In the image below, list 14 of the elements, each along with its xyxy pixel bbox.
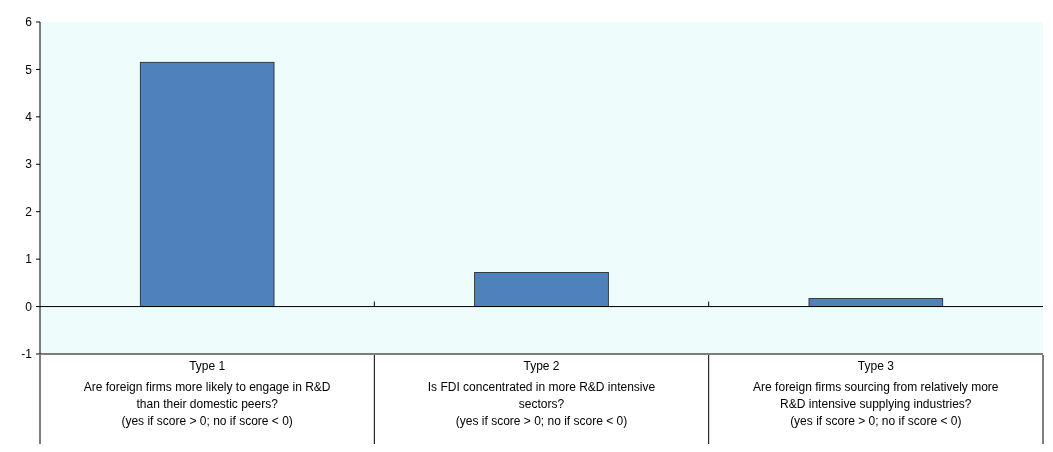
- y-tick-label: 1: [25, 252, 33, 267]
- bar: [474, 272, 609, 307]
- y-tick-label: -1: [21, 347, 33, 362]
- bar: [139, 61, 275, 307]
- y-tick-label: 3: [25, 157, 33, 172]
- y-tick-label: 0: [25, 299, 33, 314]
- x-tick-label: Type 2 Is FDI concentrated in more R&D intensive sectors? (yes if score > 0; no if score < 0): [427, 359, 656, 428]
- x-tick-label: Type 1 Are foreign firms more likely to engage in R&D than their domestic peers? (yes if score > 0; no if score < 0): [83, 359, 331, 428]
- y-tick-label: 4: [25, 110, 33, 125]
- y-tick-label: 2: [25, 204, 33, 219]
- y-tick-label: 6: [25, 15, 33, 30]
- y-tick-label: 5: [25, 62, 33, 77]
- bar: [808, 298, 944, 307]
- x-tick-label: Type 3 Are foreign firms sourcing from relatively more R&D intensive supplying industries? (yes if score > 0; no if score < 0): [753, 359, 999, 428]
